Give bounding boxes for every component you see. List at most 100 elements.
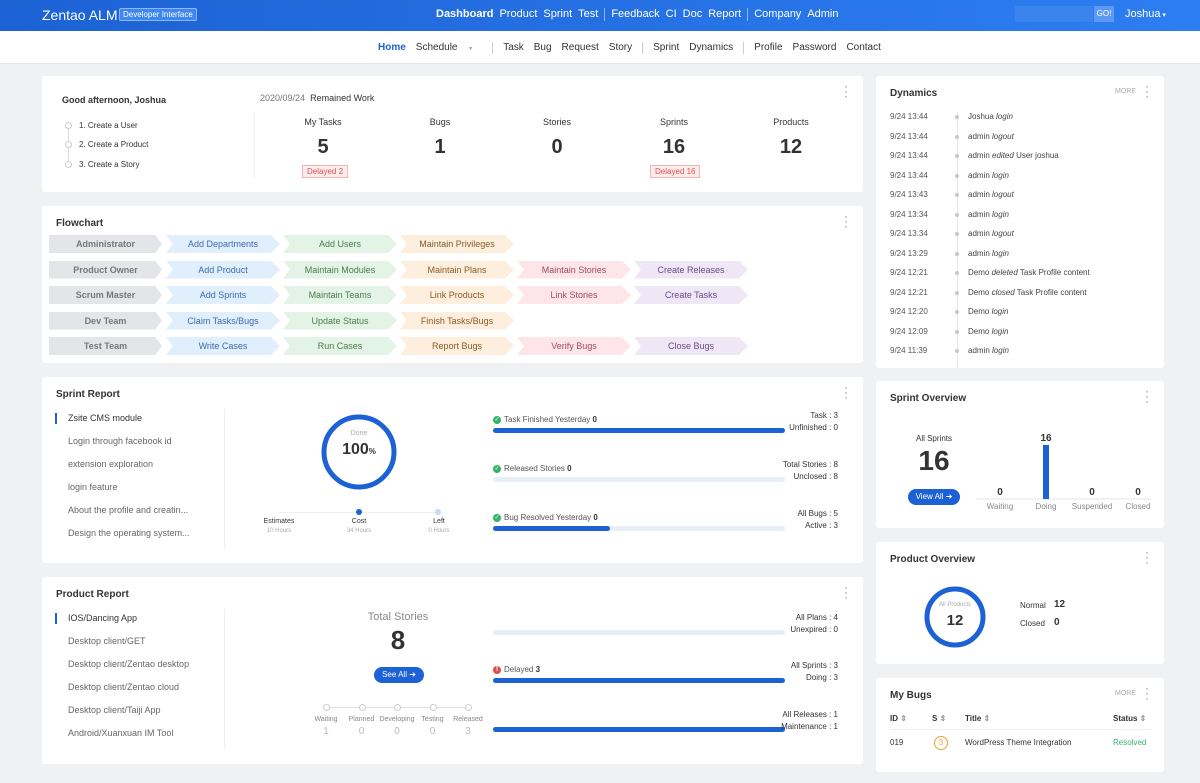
flow-step[interactable]: Close Bugs xyxy=(634,337,748,355)
more-options-icon[interactable]: · · · xyxy=(844,79,848,103)
more-options-icon[interactable]: · · · xyxy=(1145,681,1149,705)
more-options-icon[interactable]: · · · xyxy=(1145,545,1149,569)
estimates-label: Estimates xyxy=(263,518,295,525)
more-options-icon[interactable]: · · · xyxy=(1145,384,1149,408)
step-create-story[interactable]: 3. Create a Story xyxy=(79,160,140,169)
list-item[interactable]: extension exploration xyxy=(68,459,154,469)
subnav-password[interactable]: Password xyxy=(792,42,837,53)
dynamic-entry[interactable]: admin logout xyxy=(968,132,1014,141)
dynamic-entry[interactable]: admin login xyxy=(968,210,1009,219)
nav-admin[interactable]: Admin xyxy=(807,8,839,20)
flow-step[interactable]: Finish Tasks/Bugs xyxy=(400,311,514,330)
flow-step[interactable]: Add Sprints xyxy=(166,286,280,304)
search-input[interactable] xyxy=(1015,6,1093,22)
dynamic-entry[interactable]: admin logout xyxy=(968,229,1014,238)
dynamic-entry[interactable]: admin login xyxy=(968,346,1009,355)
more-options-icon[interactable]: · · · xyxy=(844,209,848,233)
table-row[interactable]: 019 3 WordPress Theme Integration Resolv… xyxy=(890,736,1152,752)
dynamic-entry[interactable]: admin logout xyxy=(968,190,1014,199)
bug-title[interactable]: WordPress Theme Integration xyxy=(965,738,1072,747)
col-title[interactable]: Title ⇕ xyxy=(965,714,990,723)
subnav-contact[interactable]: Contact xyxy=(846,42,881,53)
list-item[interactable]: Design the operating system... xyxy=(68,528,190,538)
list-item[interactable]: IOS/Dancing App xyxy=(68,613,138,623)
col-severity[interactable]: S ⇕ xyxy=(932,714,946,723)
flow-step[interactable]: Link Stories xyxy=(517,286,631,304)
nav-test[interactable]: Test xyxy=(578,8,599,20)
see-all-button[interactable]: See All ➔ xyxy=(374,667,424,683)
flow-step[interactable]: Create Tasks xyxy=(634,286,748,304)
products-ring xyxy=(924,586,986,648)
step-create-user[interactable]: 1. Create a User xyxy=(79,121,138,130)
flow-step[interactable]: Create Releases xyxy=(634,260,748,279)
flow-step[interactable]: Write Cases xyxy=(166,337,280,355)
flow-step[interactable]: Claim Tasks/Bugs xyxy=(166,311,280,330)
dynamic-entry[interactable]: Joshua login xyxy=(968,112,1013,121)
col-id[interactable]: ID ⇕ xyxy=(890,714,907,723)
nav-company[interactable]: Company xyxy=(754,8,802,20)
list-item[interactable]: Login through facebook id xyxy=(68,436,172,446)
stat-sprints[interactable]: 16 xyxy=(662,136,686,158)
flow-step[interactable]: Report Bugs xyxy=(400,337,514,355)
subnav-sprint[interactable]: Sprint xyxy=(653,42,680,53)
step-create-product[interactable]: 2. Create a Product xyxy=(79,140,149,149)
nav-feedback[interactable]: Feedback xyxy=(611,8,660,20)
flow-step[interactable]: Add Departments xyxy=(166,235,280,253)
nav-doc[interactable]: Doc xyxy=(682,8,703,20)
more-options-icon[interactable]: · · · xyxy=(844,580,848,604)
subnav-dynamics[interactable]: Dynamics xyxy=(689,42,734,53)
nav-sprint[interactable]: Sprint xyxy=(543,8,573,20)
nav-product[interactable]: Product xyxy=(499,8,538,20)
flow-step[interactable]: Add Product xyxy=(166,260,280,279)
list-item[interactable]: Desktop client/Zentao desktop xyxy=(68,659,190,669)
flow-step[interactable]: Run Cases xyxy=(283,337,397,355)
subnav-schedule[interactable]: Schedule ▾ xyxy=(416,42,482,54)
nav-report[interactable]: Report xyxy=(708,8,742,20)
subnav-request[interactable]: Request xyxy=(561,42,599,53)
search-go-button[interactable]: GO! xyxy=(1094,6,1114,22)
dynamic-entry[interactable]: admin login xyxy=(968,249,1009,258)
list-item[interactable]: Zsite CMS module xyxy=(68,413,143,423)
flow-step[interactable]: Maintain Modules xyxy=(283,260,397,279)
subnav-story[interactable]: Story xyxy=(608,42,633,53)
list-item[interactable]: Desktop client/GET xyxy=(68,636,146,646)
subnav-profile[interactable]: Profile xyxy=(754,42,783,53)
flow-step[interactable]: Add Users xyxy=(283,235,397,253)
subnav-home[interactable]: Home xyxy=(378,42,406,53)
dynamic-entry[interactable]: Demo closed Task Profile content xyxy=(968,288,1087,297)
dynamic-entry[interactable]: admin login xyxy=(968,171,1009,180)
nav-ci[interactable]: CI xyxy=(665,8,677,20)
dynamic-entry[interactable]: Demo login xyxy=(968,327,1008,336)
more-options-icon[interactable]: · · · xyxy=(844,380,848,404)
flow-step[interactable]: Maintain Plans xyxy=(400,260,514,279)
flow-step[interactable]: Maintain Teams xyxy=(283,286,397,304)
flow-step[interactable]: Update Status xyxy=(283,311,397,330)
flow-step[interactable]: Link Products xyxy=(400,286,514,304)
list-item[interactable]: Desktop client/Zentao cloud xyxy=(68,682,180,692)
list-item[interactable]: About the profile and creatin... xyxy=(68,505,189,515)
stat-products[interactable]: 12 xyxy=(779,136,803,158)
more-options-icon[interactable]: · · · xyxy=(1145,79,1149,103)
dynamic-action: login xyxy=(992,170,1009,180)
dynamic-entry[interactable]: Demo deleted Task Profile content xyxy=(968,268,1090,277)
dynamic-entry[interactable]: admin edited User joshua xyxy=(968,151,1059,160)
brand-logo[interactable]: Zentao ALM xyxy=(42,7,118,23)
list-item[interactable]: Android/Xuanxuan IM Tool xyxy=(68,728,174,738)
list-item[interactable]: login feature xyxy=(68,482,118,492)
dynamic-entry[interactable]: Demo login xyxy=(968,307,1008,316)
subnav-task[interactable]: Task xyxy=(503,42,524,53)
view-all-button[interactable]: View All ➔ xyxy=(908,489,960,505)
dynamics-more-link[interactable]: MORE xyxy=(1115,88,1136,95)
col-status[interactable]: Status ⇕ xyxy=(1113,714,1146,723)
flow-step[interactable]: Verify Bugs xyxy=(517,337,631,355)
list-item[interactable]: Desktop client/Taiji App xyxy=(68,705,161,715)
flow-step[interactable]: Maintain Privileges xyxy=(400,235,514,253)
subnav-bug[interactable]: Bug xyxy=(533,42,552,53)
nav-dashboard[interactable]: Dashboard xyxy=(436,8,494,20)
stat-my-tasks[interactable]: 5 xyxy=(317,136,329,158)
user-menu[interactable]: Joshua ▾ xyxy=(1125,8,1166,20)
my-bugs-more-link[interactable]: MORE xyxy=(1115,690,1136,697)
stat-stories[interactable]: 0 xyxy=(551,136,563,158)
stat-bugs[interactable]: 1 xyxy=(434,136,446,158)
flow-step[interactable]: Maintain Stories xyxy=(517,260,631,279)
